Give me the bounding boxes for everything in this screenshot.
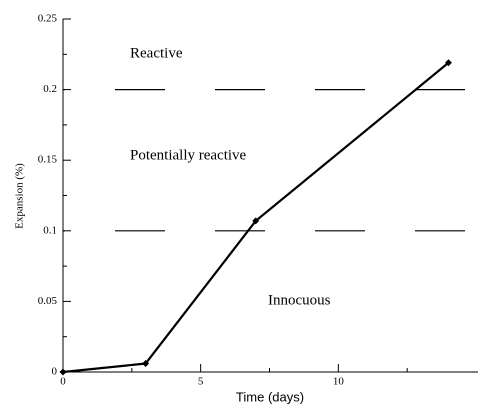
line <box>62 61 450 374</box>
y-tick-label: 0.15 <box>38 154 58 166</box>
annotation: Innocuous <box>268 292 331 308</box>
marker <box>59 368 67 376</box>
x-tick-label: 5 <box>198 376 204 388</box>
marker <box>444 59 452 67</box>
y-tick-label: 0.05 <box>38 295 58 307</box>
annotation: Potentially reactive <box>130 147 247 163</box>
marker <box>142 360 150 368</box>
marker <box>252 217 260 225</box>
x-axis-label: Time (days) <box>236 389 304 404</box>
y-axis-label: Expansion (%) <box>14 163 26 229</box>
y-tick-label: 0.25 <box>38 13 58 25</box>
annotation: Reactive <box>130 45 183 61</box>
x-tick-label: 10 <box>333 376 345 388</box>
y-tick-label: 0.1 <box>43 224 57 236</box>
x-tick-label: 0 <box>60 376 66 388</box>
y-tick-label: 0.2 <box>43 83 57 95</box>
y-tick-label: 0 <box>52 366 58 378</box>
